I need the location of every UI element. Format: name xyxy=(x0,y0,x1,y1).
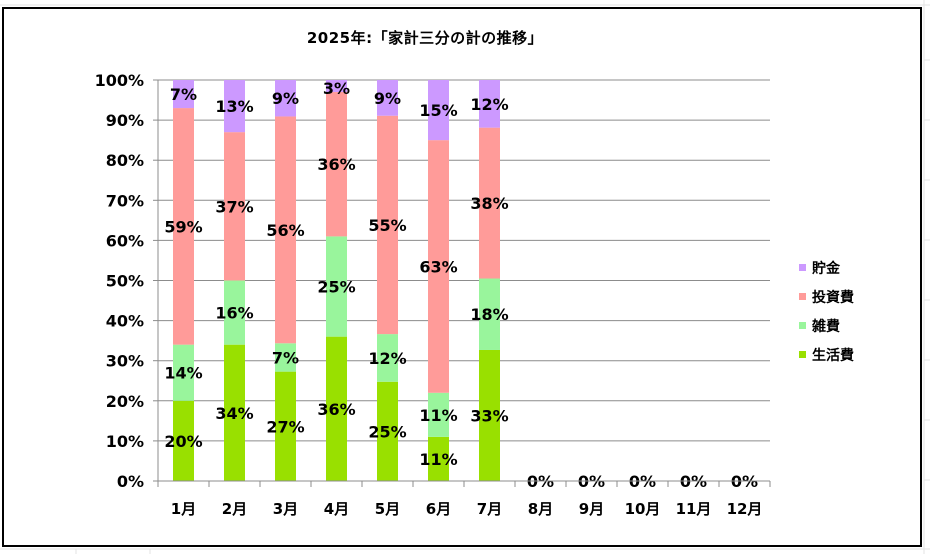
bar-segment xyxy=(275,343,296,372)
legend-item: 貯金 xyxy=(799,253,854,282)
x-tick-label: 9月 xyxy=(579,500,604,518)
x-tick-label: 8月 xyxy=(528,500,553,518)
x-tick-label: 10月 xyxy=(625,500,661,518)
bar-segment xyxy=(275,80,296,117)
data-label: 38% xyxy=(470,194,508,213)
x-tick-label: 1月 xyxy=(171,500,196,518)
bar-segment xyxy=(224,344,245,481)
bar-segment xyxy=(428,80,449,141)
bar-segment xyxy=(224,80,245,133)
bar-segment xyxy=(479,127,500,279)
bar-segment xyxy=(275,371,296,481)
chart-area[interactable]: 2025年:「家計三分の計の推移」 0% 10% 20% 30% 40% 50% 60% 70… xyxy=(2,7,922,547)
bar-segment xyxy=(173,80,194,109)
x-tick-label: 3月 xyxy=(273,500,298,518)
y-tick-label: 20% xyxy=(106,392,144,411)
bar-segment xyxy=(224,280,245,345)
legend-item: 投資費 xyxy=(799,282,854,311)
legend-item: 生活費 xyxy=(799,340,854,369)
bar-segment xyxy=(377,115,398,335)
y-tick-label: 50% xyxy=(106,272,144,291)
legend-label: 雑費 xyxy=(812,318,840,335)
chart-title: 2025年:「家計三分の計の推移」 xyxy=(306,29,544,47)
x-tick-label: 2月 xyxy=(222,500,247,518)
data-label: 34% xyxy=(215,404,253,423)
bar-segment xyxy=(326,236,347,337)
data-label: 36% xyxy=(317,155,355,174)
legend-label: 生活費 xyxy=(812,347,854,364)
bar-segment xyxy=(377,80,398,116)
data-label: 13% xyxy=(215,97,253,116)
x-tick-label: 7月 xyxy=(477,500,502,518)
x-tick-label: 12月 xyxy=(727,500,763,518)
data-label: 25% xyxy=(317,278,355,297)
legend-label: 投資費 xyxy=(812,289,854,306)
bar-segment xyxy=(326,336,347,481)
data-label: 59% xyxy=(164,217,202,236)
data-label: 27% xyxy=(266,417,304,436)
legend-swatch xyxy=(799,351,806,358)
data-label: 14% xyxy=(164,364,202,383)
data-label: 3% xyxy=(323,79,350,98)
bar-segment xyxy=(377,381,398,481)
legend-swatch xyxy=(799,264,806,271)
data-label: 55% xyxy=(368,216,406,235)
bar-segment xyxy=(479,278,500,350)
plot-area: 0% 10% 20% 30% 40% 50% 60% 70% 80% 90% 100% 20% 14% 5… xyxy=(95,71,771,518)
data-label: 11% xyxy=(419,450,457,469)
bar-segment xyxy=(479,349,500,481)
y-tick-label: 40% xyxy=(106,312,144,331)
y-tick-label: 100% xyxy=(95,71,144,90)
bar-segment xyxy=(428,140,449,393)
data-label: 36% xyxy=(317,400,355,419)
data-label: 16% xyxy=(215,304,253,323)
x-tick-label: 4月 xyxy=(324,500,349,518)
y-tick-label: 70% xyxy=(106,191,144,210)
data-label: 12% xyxy=(470,95,508,114)
data-label: 20% xyxy=(164,432,202,451)
data-label: 12% xyxy=(368,349,406,368)
data-label: 37% xyxy=(215,197,253,216)
bar-segment xyxy=(224,132,245,281)
x-tick-label: 5月 xyxy=(375,500,400,518)
bar-segment xyxy=(173,108,194,345)
legend-item: 雑費 xyxy=(799,311,854,340)
data-label: 9% xyxy=(374,89,401,108)
legend-label: 貯金 xyxy=(812,260,840,277)
y-tick-label: 80% xyxy=(106,151,144,170)
y-tick-label: 0% xyxy=(117,472,144,491)
legend-swatch xyxy=(799,322,806,329)
bar-segment xyxy=(326,92,347,237)
legend: 貯金投資費雑費生活費 xyxy=(799,253,854,369)
data-label: 7% xyxy=(170,85,197,104)
x-tick-label: 11月 xyxy=(676,500,712,518)
x-tick-label: 6月 xyxy=(426,500,451,518)
data-label: 25% xyxy=(368,422,406,441)
data-label: 33% xyxy=(470,406,508,425)
bar-segment xyxy=(428,436,449,481)
bar-segment xyxy=(173,400,194,481)
y-tick-label: 30% xyxy=(106,352,144,371)
y-tick-label: 90% xyxy=(106,111,144,130)
data-label: 18% xyxy=(470,305,508,324)
bar-segment xyxy=(428,392,449,437)
data-label: 11% xyxy=(419,406,457,425)
data-label: 15% xyxy=(419,101,457,120)
bar-segment xyxy=(275,116,296,344)
bar-segment xyxy=(479,80,500,128)
data-label: 7% xyxy=(272,348,299,367)
bar-segment xyxy=(173,344,194,401)
y-tick-label: 10% xyxy=(106,432,144,451)
y-tick-label: 60% xyxy=(106,231,144,250)
data-label: 56% xyxy=(266,221,304,240)
bar-segment xyxy=(326,80,347,93)
data-label: 9% xyxy=(272,89,299,108)
data-label: 63% xyxy=(419,257,457,276)
legend-swatch xyxy=(799,293,806,300)
bar-segment xyxy=(377,334,398,382)
